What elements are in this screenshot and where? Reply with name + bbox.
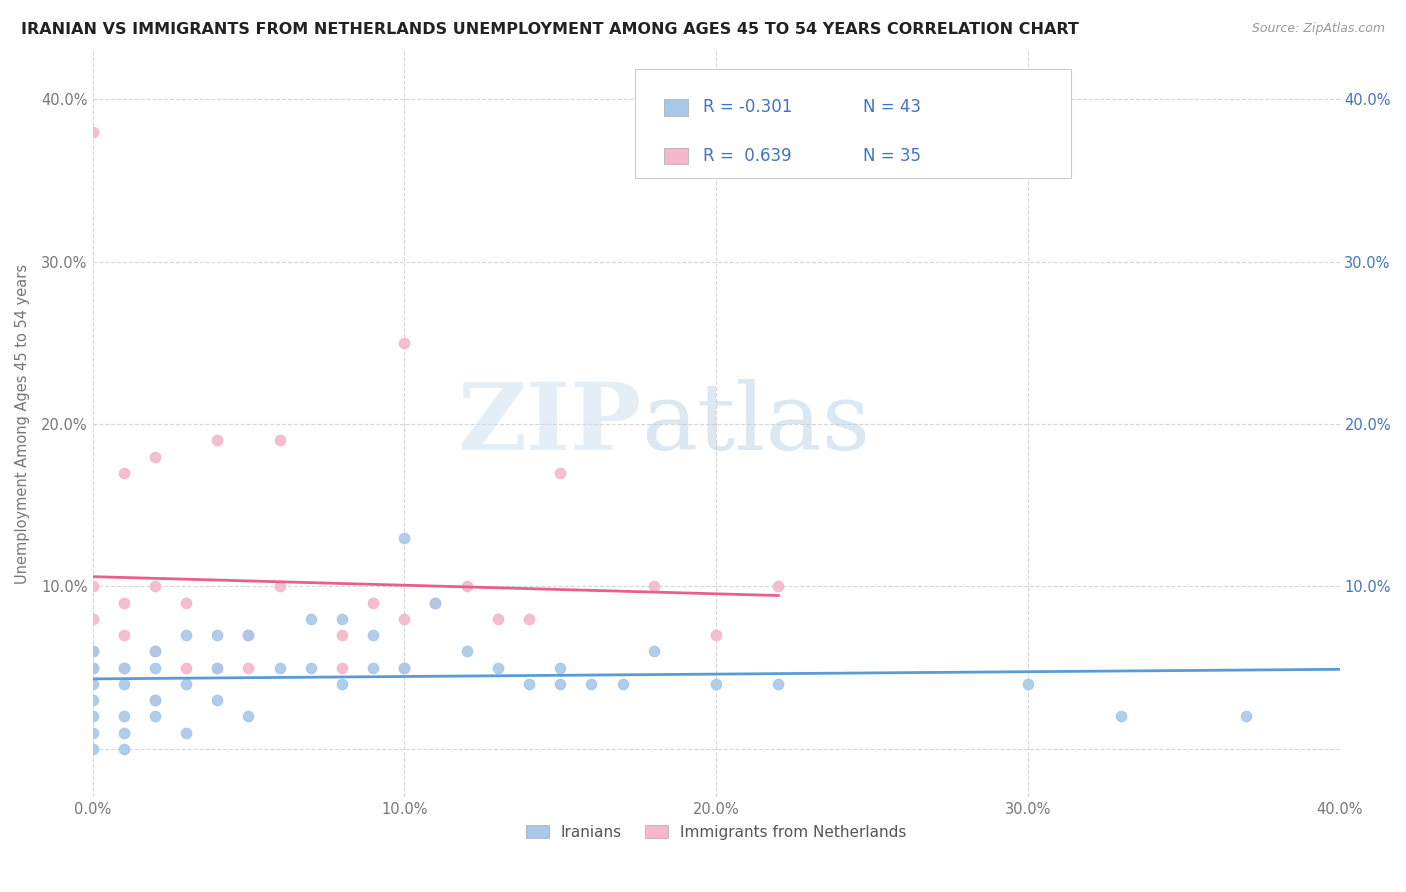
Text: R =  0.639: R = 0.639 <box>703 147 792 165</box>
Point <box>330 628 353 642</box>
Point <box>143 644 166 658</box>
Point <box>82 693 104 707</box>
Text: IRANIAN VS IMMIGRANTS FROM NETHERLANDS UNEMPLOYMENT AMONG AGES 45 TO 54 YEARS CO: IRANIAN VS IMMIGRANTS FROM NETHERLANDS U… <box>21 22 1078 37</box>
Point <box>643 579 665 593</box>
Point <box>361 628 384 642</box>
Text: R = -0.301: R = -0.301 <box>703 98 793 117</box>
Point <box>238 628 260 642</box>
Point <box>425 596 447 610</box>
Legend: Iranians, Immigrants from Netherlands: Iranians, Immigrants from Netherlands <box>520 819 912 846</box>
Point <box>456 579 478 593</box>
Point <box>768 579 790 593</box>
Point <box>207 660 229 674</box>
Point <box>238 628 260 642</box>
Point <box>425 596 447 610</box>
Point <box>394 531 416 545</box>
Point <box>174 596 197 610</box>
FancyBboxPatch shape <box>636 70 1071 178</box>
Point <box>768 677 790 691</box>
Text: N = 35: N = 35 <box>863 147 921 165</box>
Point <box>82 644 104 658</box>
Point <box>82 125 104 139</box>
Point <box>704 628 727 642</box>
Point <box>112 725 135 739</box>
Point <box>548 466 571 480</box>
Point <box>143 709 166 723</box>
Point <box>1111 709 1133 723</box>
Point <box>82 660 104 674</box>
Point <box>299 612 322 626</box>
Point <box>643 644 665 658</box>
Point <box>486 660 509 674</box>
FancyBboxPatch shape <box>664 148 689 164</box>
Text: Source: ZipAtlas.com: Source: ZipAtlas.com <box>1251 22 1385 36</box>
Point <box>269 660 291 674</box>
Point <box>112 677 135 691</box>
FancyBboxPatch shape <box>664 99 689 116</box>
Point <box>269 434 291 448</box>
Point <box>330 660 353 674</box>
Point <box>361 596 384 610</box>
Text: N = 43: N = 43 <box>863 98 921 117</box>
Point <box>82 644 104 658</box>
Point <box>174 660 197 674</box>
Point <box>112 709 135 723</box>
Point <box>361 660 384 674</box>
Point <box>82 741 104 756</box>
Point <box>82 725 104 739</box>
Point <box>238 709 260 723</box>
Point <box>612 677 634 691</box>
Point <box>517 677 540 691</box>
Point <box>207 628 229 642</box>
Point <box>82 579 104 593</box>
Point <box>112 628 135 642</box>
Point <box>112 660 135 674</box>
Point <box>174 677 197 691</box>
Point <box>269 579 291 593</box>
Point <box>112 660 135 674</box>
Point <box>143 660 166 674</box>
Point <box>548 677 571 691</box>
Point <box>82 709 104 723</box>
Point <box>143 644 166 658</box>
Point <box>456 644 478 658</box>
Point <box>112 741 135 756</box>
Point <box>238 660 260 674</box>
Point <box>548 660 571 674</box>
Point <box>394 335 416 350</box>
Point <box>143 693 166 707</box>
Point <box>517 612 540 626</box>
Point <box>143 579 166 593</box>
Point <box>112 466 135 480</box>
Point <box>394 660 416 674</box>
Point <box>174 725 197 739</box>
Point <box>207 693 229 707</box>
Point <box>207 434 229 448</box>
Point <box>486 612 509 626</box>
Text: atlas: atlas <box>641 379 870 469</box>
Point <box>82 677 104 691</box>
Point <box>299 660 322 674</box>
Point <box>704 677 727 691</box>
Point <box>207 660 229 674</box>
Point <box>143 450 166 464</box>
Point <box>112 596 135 610</box>
Point <box>330 677 353 691</box>
Point <box>581 677 603 691</box>
Point <box>394 660 416 674</box>
Y-axis label: Unemployment Among Ages 45 to 54 years: Unemployment Among Ages 45 to 54 years <box>15 264 30 584</box>
Point <box>143 693 166 707</box>
Point <box>174 628 197 642</box>
Point <box>1017 677 1039 691</box>
Point <box>394 612 416 626</box>
Point <box>1234 709 1257 723</box>
Point <box>82 612 104 626</box>
Point <box>330 612 353 626</box>
Point <box>82 660 104 674</box>
Text: ZIP: ZIP <box>457 379 641 469</box>
